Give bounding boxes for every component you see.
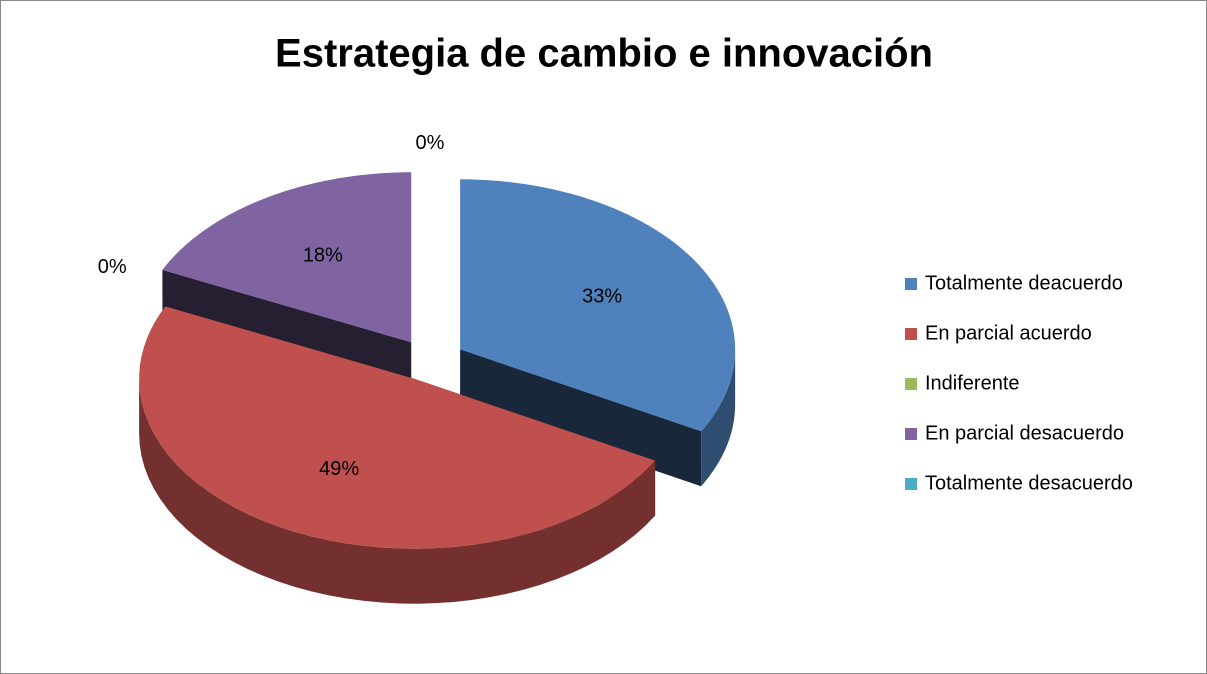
data-label: 33% xyxy=(582,286,622,308)
data-label: 18% xyxy=(303,244,343,266)
legend-swatch xyxy=(905,328,917,340)
chart-title: Estrategia de cambio e innovación xyxy=(275,32,933,76)
legend-label: Totalmente deacuerdo xyxy=(925,272,1123,294)
slice-wall xyxy=(460,349,702,487)
legend-swatch xyxy=(905,428,917,440)
legend-swatch xyxy=(905,278,917,290)
slice-side xyxy=(139,378,656,604)
legend-label: En parcial desacuerdo xyxy=(925,422,1124,444)
legend-label: Totalmente desacuerdo xyxy=(925,472,1133,494)
slice-top xyxy=(139,306,656,549)
slice-side xyxy=(701,349,736,487)
data-label: 0% xyxy=(98,256,127,278)
slice xyxy=(139,306,656,604)
legend-label: Indiferente xyxy=(925,372,1020,394)
legend-swatch xyxy=(905,478,917,490)
legend-swatch xyxy=(905,378,917,390)
data-label: 49% xyxy=(319,458,359,480)
slice-top xyxy=(162,172,412,343)
data-label: 0% xyxy=(416,132,445,154)
legend-label: En parcial acuerdo xyxy=(925,322,1092,344)
slice xyxy=(460,179,736,487)
slice-top xyxy=(460,179,736,432)
